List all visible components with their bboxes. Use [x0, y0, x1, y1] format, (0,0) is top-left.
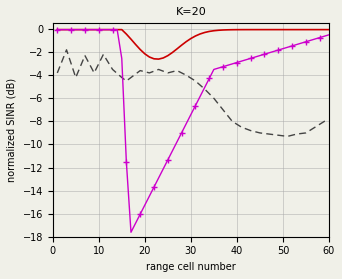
Title: K=20: K=20	[175, 7, 206, 17]
X-axis label: range cell number: range cell number	[146, 262, 236, 272]
Y-axis label: normalized SINR (dB): normalized SINR (dB)	[7, 78, 17, 182]
